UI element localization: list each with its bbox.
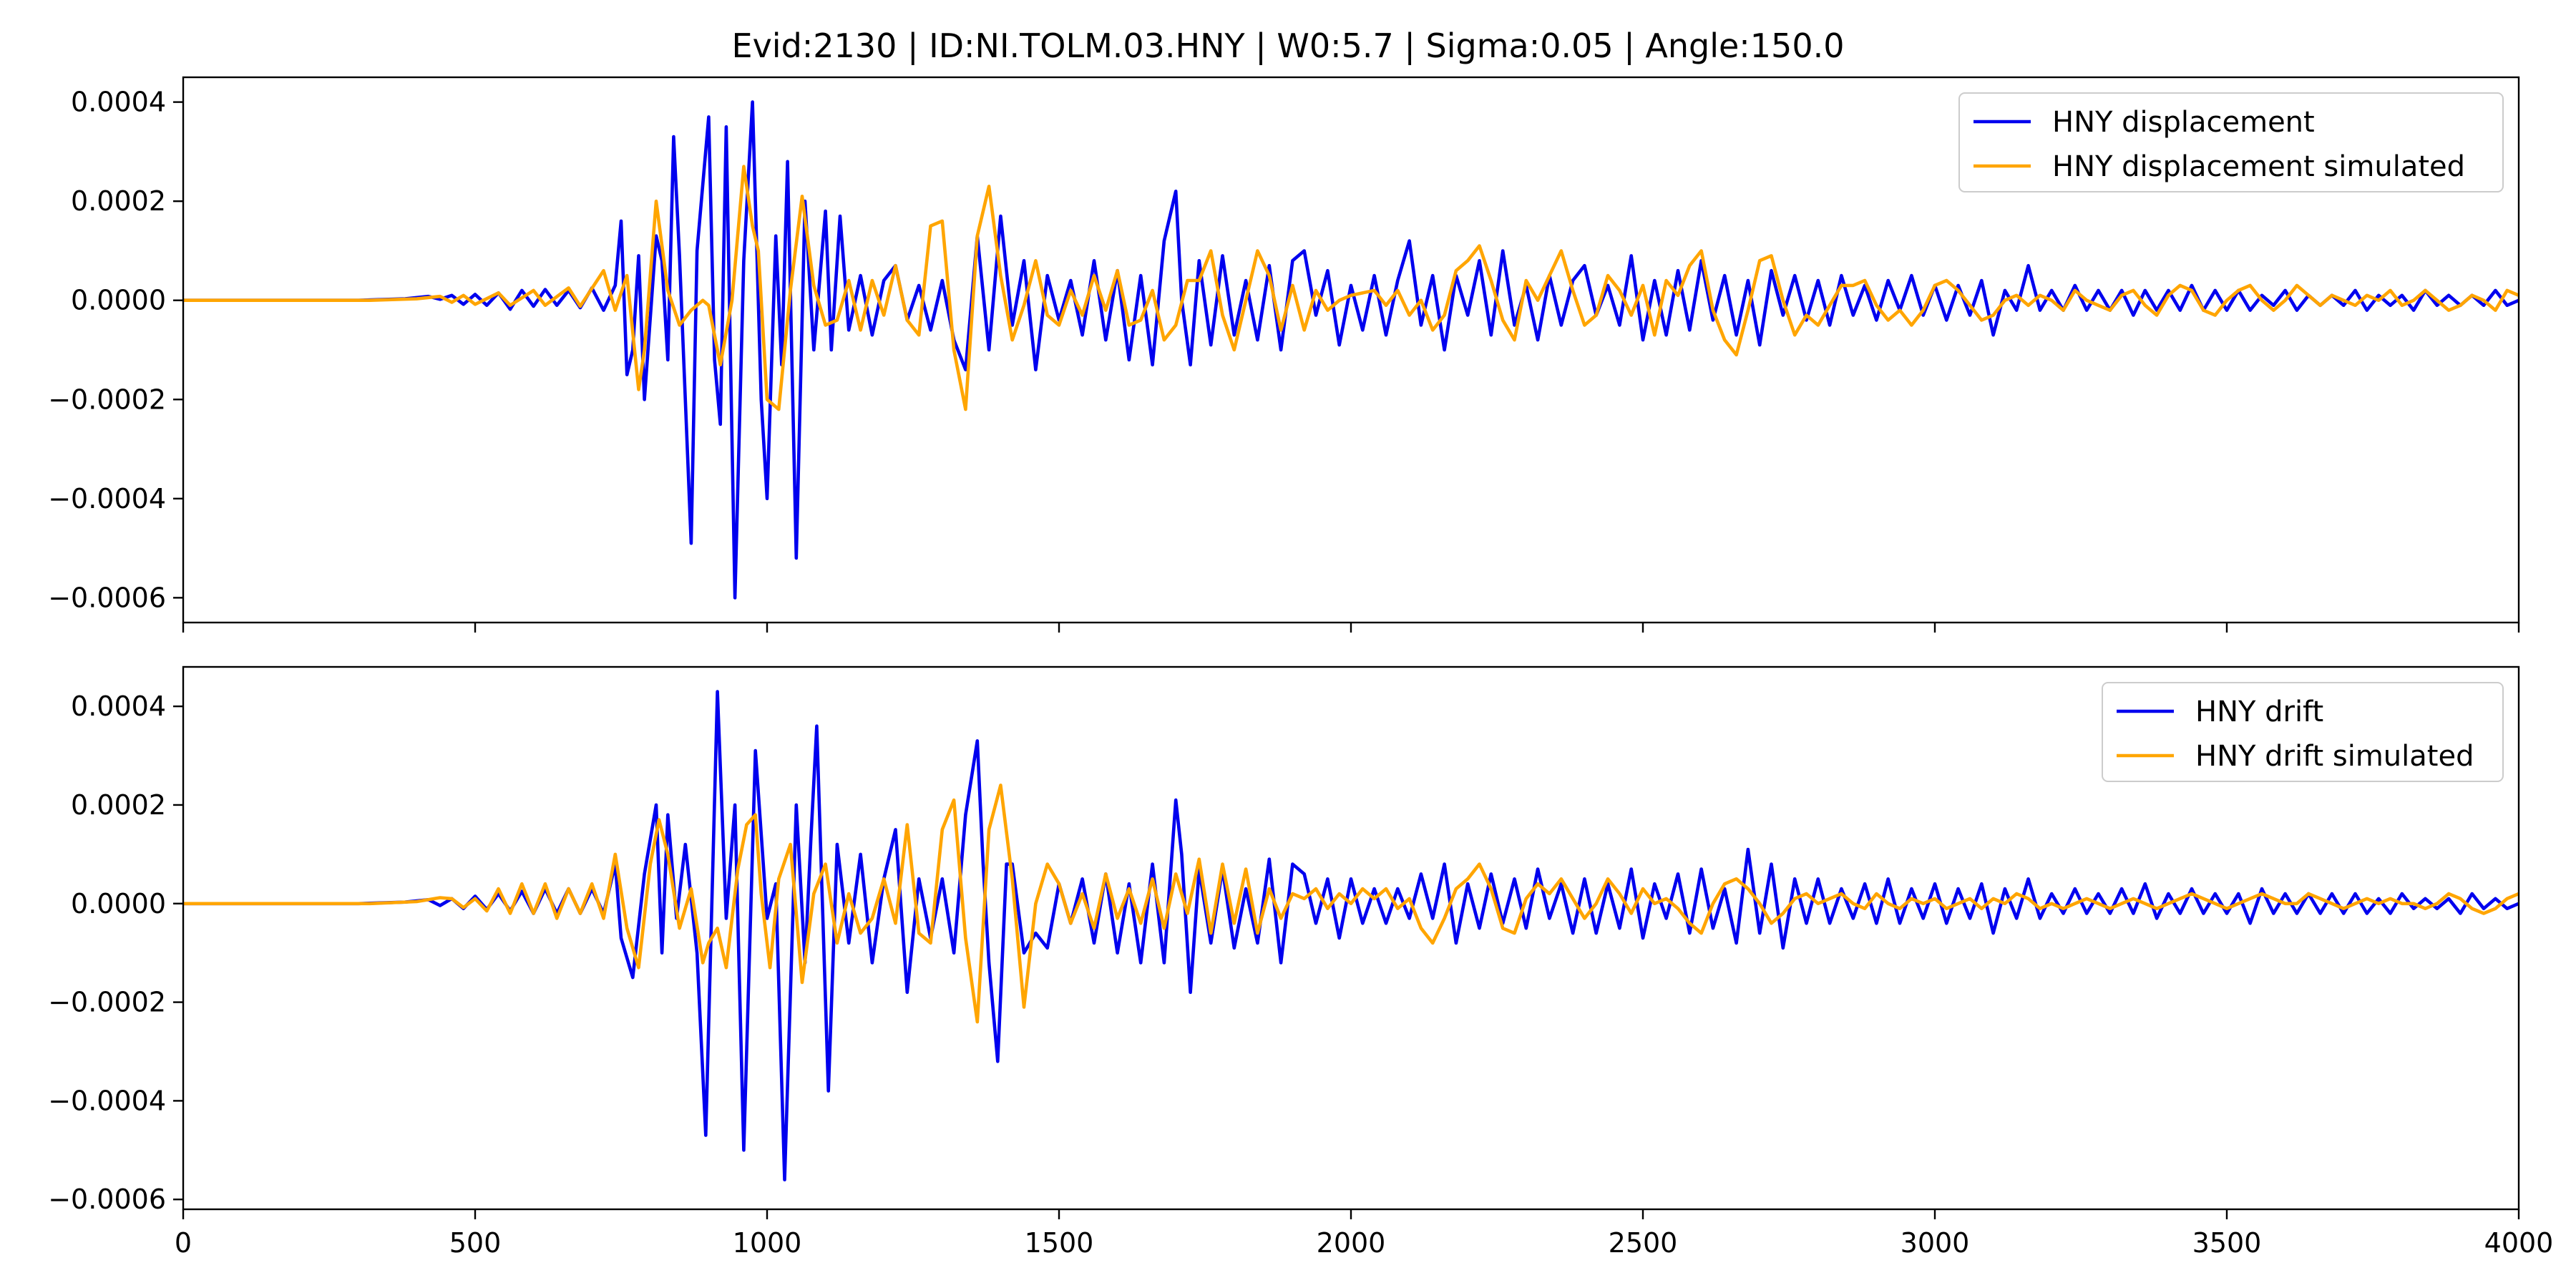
legend-label: HNY displacement simulated bbox=[2052, 150, 2465, 183]
y-tick-label: 0.0004 bbox=[71, 87, 166, 118]
bottom-panel: −0.0006 −0.0004 −0.0002 0.0000 0.0002 0.0004 0… bbox=[48, 665, 2554, 1259]
series-line-simulated bbox=[183, 784, 2519, 1024]
top-panel: −0.0006 −0.0004 −0.0002 0.0000 0.0002 0.0004 H… bbox=[48, 76, 2520, 633]
series-group bbox=[183, 100, 2519, 600]
legend: HNY displacement HNY displacement simulat… bbox=[1958, 92, 2504, 192]
y-tick-label: −0.0006 bbox=[48, 1184, 166, 1215]
legend-label: HNY drift simulated bbox=[2195, 740, 2474, 773]
legend-label: HNY displacement bbox=[2052, 106, 2315, 139]
x-tick-label: 2000 bbox=[1317, 1227, 1386, 1259]
x-tick-label: 4000 bbox=[2484, 1227, 2554, 1259]
x-tick-label: 500 bbox=[449, 1227, 502, 1259]
x-tick-label: 3500 bbox=[2192, 1227, 2262, 1259]
series-group bbox=[183, 690, 2519, 1181]
y-tick-label: 0.0002 bbox=[71, 185, 166, 217]
x-tick-label: 2500 bbox=[1609, 1227, 1678, 1259]
x-tick-label: 0 bbox=[175, 1227, 192, 1259]
legend: HNY drift HNY drift simulated bbox=[2102, 682, 2504, 782]
legend-box bbox=[1958, 92, 2504, 192]
y-tick-label: −0.0004 bbox=[48, 1085, 166, 1116]
legend-label: HNY drift bbox=[2195, 696, 2323, 728]
series-line-simulated bbox=[183, 165, 2519, 411]
series-line-observed bbox=[183, 690, 2519, 1181]
y-tick-label: −0.0002 bbox=[48, 987, 166, 1018]
y-tick-label: −0.0006 bbox=[48, 582, 166, 613]
chart-title: Evid:2130 | ID:NI.TOLM.03.HNY | W0:5.7 |… bbox=[732, 26, 1845, 66]
y-tick-label: 0.0000 bbox=[71, 888, 166, 919]
y-tick-label: 0.0002 bbox=[71, 789, 166, 821]
y-tick-label: 0.0000 bbox=[71, 285, 166, 316]
x-tick-label: 1500 bbox=[1025, 1227, 1094, 1259]
y-tick-label: 0.0004 bbox=[71, 691, 166, 722]
y-tick-label: −0.0002 bbox=[48, 384, 166, 415]
y-tick-label: −0.0004 bbox=[48, 483, 166, 514]
x-tick-label: 1000 bbox=[733, 1227, 802, 1259]
x-tick-label: 3000 bbox=[1901, 1227, 1970, 1259]
legend-box bbox=[2102, 682, 2504, 782]
